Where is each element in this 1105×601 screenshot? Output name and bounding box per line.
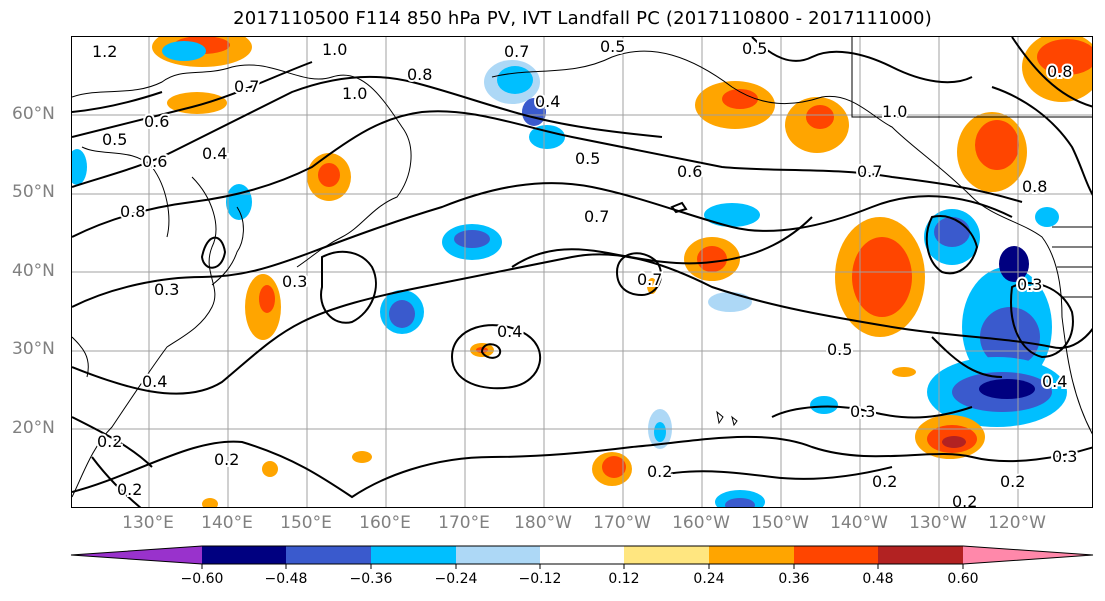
lon-label-160w: 160°W xyxy=(672,513,730,533)
map-canvas: 1.2 0.7 0.5 0.5 1.0 0.7 0.8 1.0 0.6 0.5 … xyxy=(72,37,1092,508)
contour-label: 0.7 xyxy=(234,77,259,96)
contour-label: 0.4 xyxy=(497,322,522,341)
contour-label: 0.4 xyxy=(535,92,560,111)
contour-label: 0.3 xyxy=(850,402,875,421)
contour-label: 1.0 xyxy=(342,84,367,103)
contour-label: 0.7 xyxy=(637,270,662,289)
contour-label: 0.7 xyxy=(857,162,882,181)
page-title: 2017110500 F114 850 hPa PV, IVT Landfall… xyxy=(233,8,932,29)
contour-label: 0.3 xyxy=(154,280,179,299)
contour-label: 0.5 xyxy=(102,130,127,149)
colorbar-tick: 0.24 xyxy=(693,571,725,587)
colorbar-tick: −0.48 xyxy=(264,571,308,587)
lon-label-140w: 140°W xyxy=(830,513,888,533)
contour-label: 0.6 xyxy=(142,152,167,171)
colorbar-segment xyxy=(456,546,540,564)
contour-label: 0.4 xyxy=(142,372,167,391)
contour-label: 0.3 xyxy=(1017,275,1042,294)
contour-label: 1.2 xyxy=(92,42,117,61)
colorbar-segment xyxy=(540,546,624,564)
contour-label: 0.2 xyxy=(1000,472,1025,491)
lon-label-180w: 180°W xyxy=(514,513,572,533)
colorbar-tick: 0.48 xyxy=(862,571,894,587)
colorbar-segment xyxy=(286,546,371,564)
colorbar-segment xyxy=(624,546,709,564)
contour-label: 0.7 xyxy=(504,42,529,61)
contour-label: 0.2 xyxy=(952,492,977,508)
colorbar-tick: −0.60 xyxy=(180,571,224,587)
colorbar-tick: 0.12 xyxy=(608,571,640,587)
coastlines xyxy=(72,37,1092,498)
lon-label-140e: 140°E xyxy=(201,513,253,533)
contour-label: 0.6 xyxy=(144,112,169,131)
contour-label: 0.4 xyxy=(202,144,227,163)
colorbar-segment xyxy=(71,546,202,564)
colorbar-tick: 0.60 xyxy=(947,571,979,587)
contour-label: 0.8 xyxy=(1047,62,1072,81)
contour-label: 0.2 xyxy=(117,480,142,499)
lat-label-30n: 30°N xyxy=(12,339,55,359)
pv-shading xyxy=(72,37,1092,507)
colorbar-tick: −0.24 xyxy=(434,571,478,587)
lon-label-160e: 160°E xyxy=(359,513,411,533)
contour-label: 0.3 xyxy=(282,272,307,291)
contour-label: 0.7 xyxy=(584,207,609,226)
contour-label: 0.5 xyxy=(827,340,852,359)
contour-label: 1.0 xyxy=(882,102,907,121)
lon-label-150w: 150°W xyxy=(751,513,809,533)
contour-label: 1.0 xyxy=(322,40,347,59)
lon-label-130w: 130°W xyxy=(909,513,967,533)
graticule xyxy=(72,37,1092,507)
pv-contours xyxy=(72,37,1092,507)
lon-label-150e: 150°E xyxy=(280,513,332,533)
colorbar-tick: −0.12 xyxy=(518,571,562,587)
colorbar-tick: 0.36 xyxy=(778,571,810,587)
contour-label: 0.2 xyxy=(97,432,122,451)
contour-labels: 1.2 0.7 0.5 0.5 1.0 0.7 0.8 1.0 0.6 0.5 … xyxy=(90,37,1079,508)
colorbar-segment xyxy=(202,546,286,564)
lat-label-20n: 20°N xyxy=(12,418,55,438)
lon-label-130e: 130°E xyxy=(122,513,174,533)
lat-label-60n: 60°N xyxy=(12,104,55,124)
lat-label-40n: 40°N xyxy=(12,261,55,281)
colorbar-segment xyxy=(963,546,1093,564)
contour-label: 0.2 xyxy=(647,462,672,481)
contour-label: 0.2 xyxy=(214,450,239,469)
colorbar-segment xyxy=(794,546,878,564)
contour-label: 0.3 xyxy=(1052,447,1077,466)
colorbar-segment xyxy=(709,546,794,564)
colorbar-segments xyxy=(70,545,1094,569)
map-panel: 1.2 0.7 0.5 0.5 1.0 0.7 0.8 1.0 0.6 0.5 … xyxy=(71,36,1093,508)
lat-label-50n: 50°N xyxy=(12,182,55,202)
colorbar-segment xyxy=(371,546,456,564)
contour-label: 0.2 xyxy=(872,472,897,491)
contour-label: 0.5 xyxy=(575,149,600,168)
contour-label: 0.4 xyxy=(1042,372,1067,391)
lon-label-170e: 170°E xyxy=(438,513,490,533)
colorbar-outline xyxy=(70,545,1094,565)
lon-label-170w: 170°W xyxy=(593,513,651,533)
colorbar-tick: −0.36 xyxy=(349,571,393,587)
lon-label-120w: 120°W xyxy=(988,513,1046,533)
contour-label: 0.8 xyxy=(120,202,145,221)
contour-label: 0.8 xyxy=(407,65,432,84)
contour-label: 0.5 xyxy=(600,37,625,56)
contour-label: 0.5 xyxy=(742,39,767,58)
colorbar-segment xyxy=(878,546,963,564)
contour-label: 0.8 xyxy=(1022,177,1047,196)
contour-label: 0.6 xyxy=(677,162,702,181)
